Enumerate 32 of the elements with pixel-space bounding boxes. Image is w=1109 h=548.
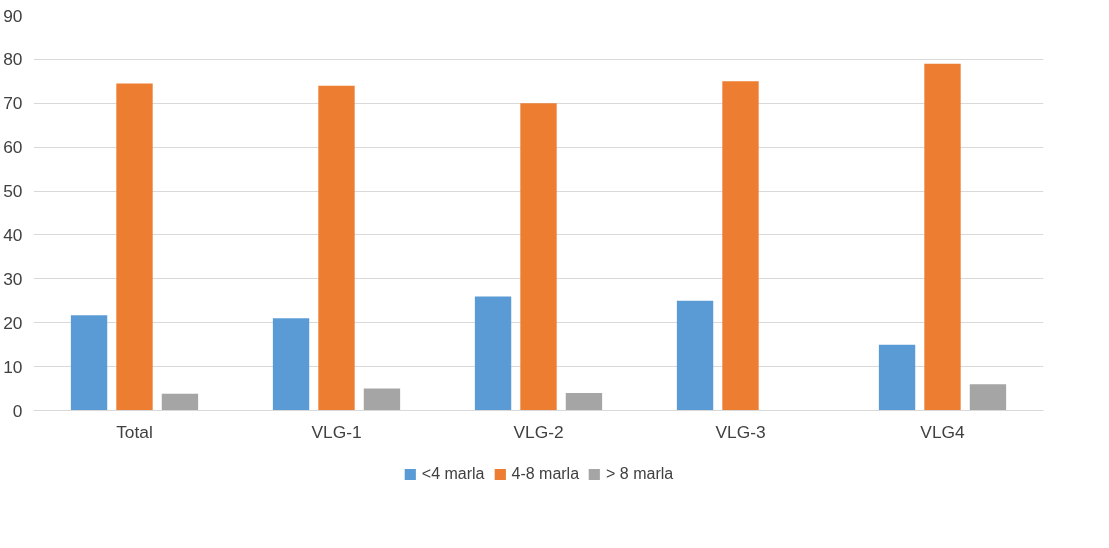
x-tick-label: VLG-3	[715, 421, 766, 442]
y-tick-label: 30	[3, 268, 23, 289]
y-tick-label: 90	[3, 5, 23, 26]
y-tick-label: 20	[3, 312, 23, 333]
y-tick-label: 0	[12, 400, 23, 421]
bar	[70, 315, 108, 411]
y-tick-label: 70	[3, 93, 23, 114]
bar	[116, 83, 153, 411]
y-tick-label: 50	[3, 181, 23, 202]
bar	[318, 85, 355, 411]
bar	[924, 63, 961, 411]
bar	[722, 81, 759, 411]
bar	[363, 388, 401, 411]
x-tick-label: Total	[116, 421, 153, 442]
bar	[272, 318, 310, 411]
y-tick-label: 60	[3, 137, 23, 158]
bar	[520, 103, 557, 411]
x-tick-label: VLG-1	[311, 421, 362, 442]
legend-label: > 8 marla	[606, 465, 674, 483]
bar	[565, 392, 603, 411]
bar	[676, 300, 714, 411]
y-tick-label: 80	[3, 49, 23, 70]
bar	[969, 384, 1007, 411]
x-tick-label: VLG4	[920, 421, 966, 442]
y-tick-label: 40	[3, 224, 23, 245]
legend-label: <4 marla	[421, 465, 485, 483]
x-tick-label: VLG-2	[513, 421, 564, 442]
legend-label: 4-8 marla	[511, 465, 580, 483]
bar	[878, 344, 916, 411]
y-tick-label: 10	[3, 356, 23, 377]
bar	[474, 296, 512, 411]
bar	[161, 393, 199, 411]
